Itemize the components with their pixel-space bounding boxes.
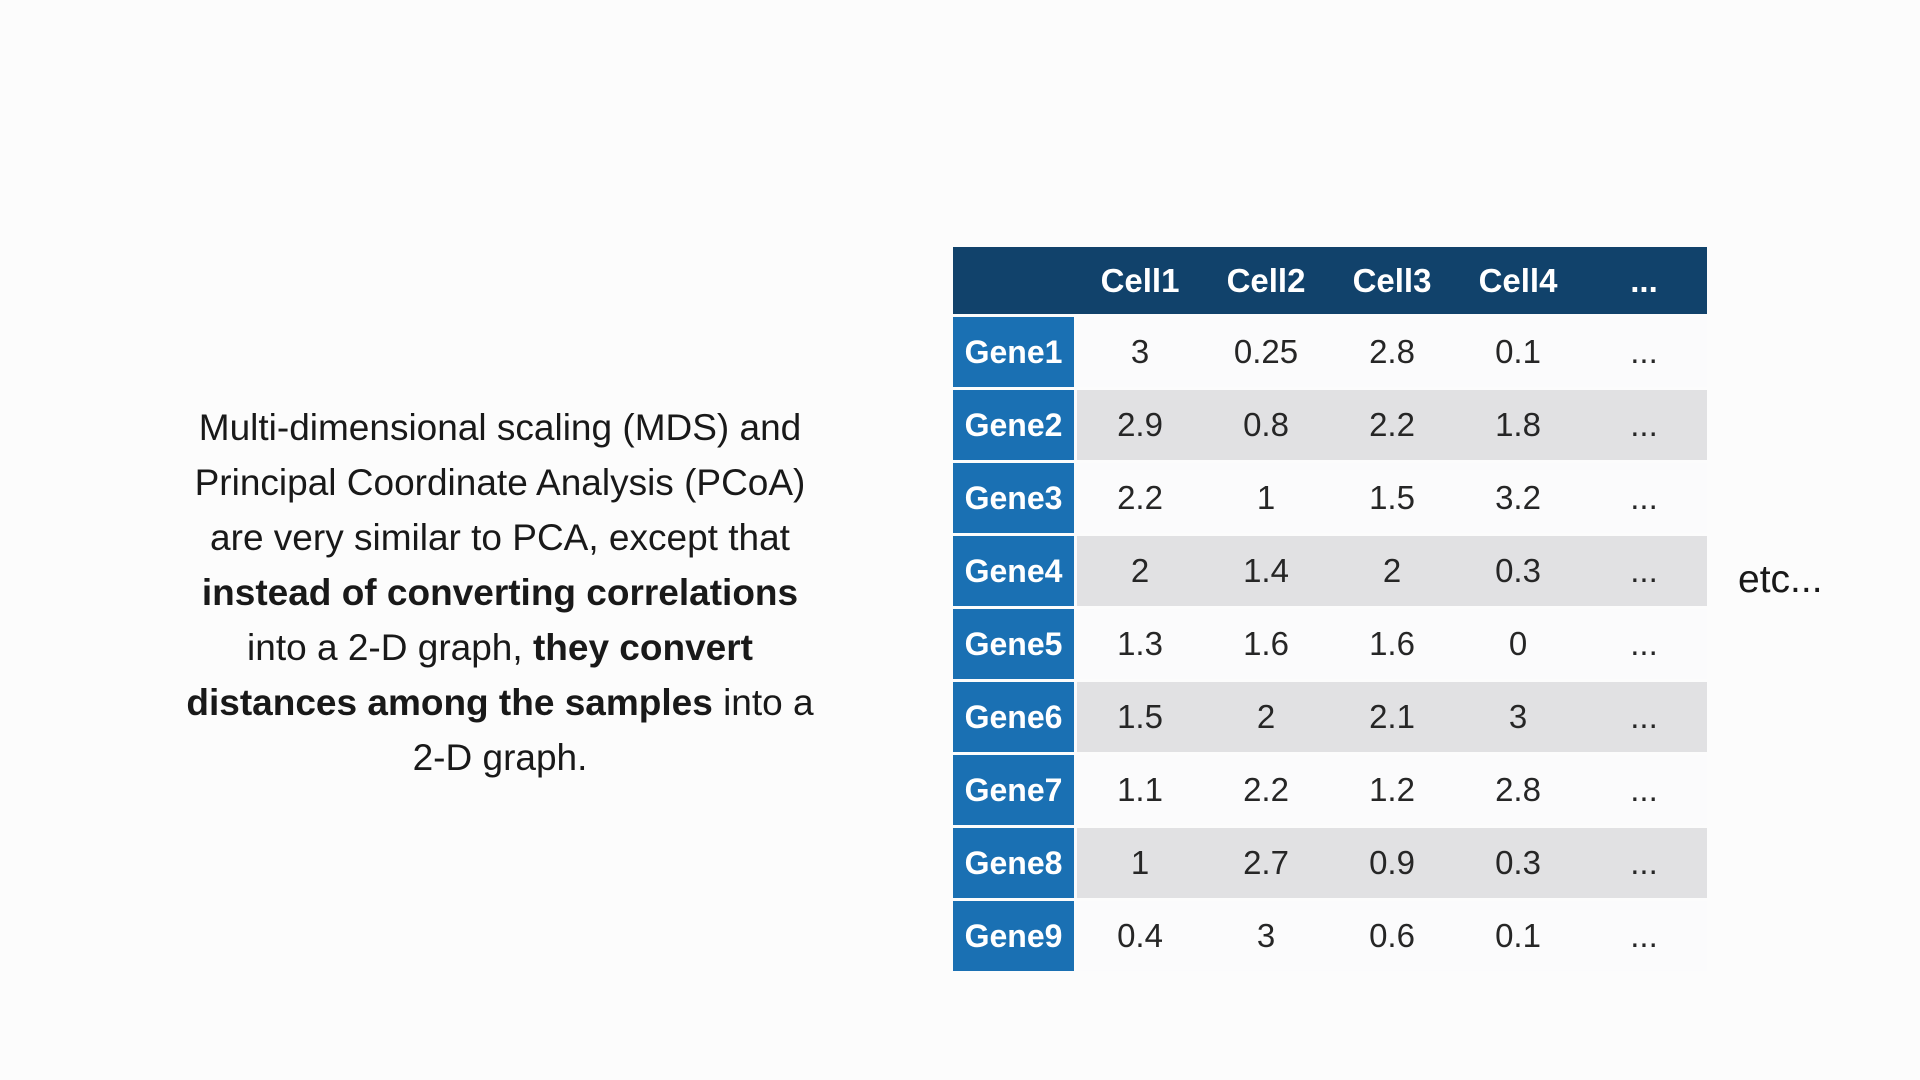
column-header: Cell2	[1226, 261, 1306, 299]
table-body: Gene1 3 0.25 2.8 0.1... Gene2 2.9 0.8 2.2 1.8... G…	[953, 317, 1707, 971]
table-cell: 0.3	[1495, 844, 1541, 881]
paragraph-line: 2-D graph.	[100, 730, 900, 785]
row-header: Gene5	[953, 609, 1074, 679]
table-row: Gene3 2.2 1 1.5 3.2...	[953, 463, 1707, 533]
table-cell: 1.4	[1243, 552, 1289, 589]
paragraph-text: distances among the samples	[186, 682, 713, 723]
row-header: Gene3	[953, 463, 1074, 533]
table-cell: 3.2	[1495, 479, 1541, 516]
table-row: Gene6 1.5 2 2.1 3...	[953, 682, 1707, 752]
row-values: 3 0.25 2.8 0.1...	[1077, 317, 1707, 387]
paragraph-text: into a 2-D graph,	[247, 627, 533, 668]
table-cell: 2.2	[1243, 771, 1289, 808]
table-cell: 0.9	[1369, 844, 1415, 881]
table-cell: 3	[1130, 333, 1150, 370]
paragraph-line: instead of converting correlations	[100, 565, 900, 620]
table-row: Gene4 2 1.4 2 0.3...	[953, 536, 1707, 606]
paragraph-line: Multi-dimensional scaling (MDS) and	[100, 400, 900, 455]
column-header: Cell3	[1352, 261, 1432, 299]
table-cell: 0	[1508, 625, 1528, 662]
etc-label: etc...	[1738, 558, 1823, 601]
column-header: Cell1	[1100, 261, 1180, 299]
table-cell: 0.3	[1495, 552, 1541, 589]
table-cell: 2.1	[1369, 698, 1415, 735]
table-corner-cell	[953, 247, 1077, 314]
row-values: 1.5 2 2.1 3...	[1077, 682, 1707, 752]
table-row: Gene7 1.1 2.2 1.2 2.8...	[953, 755, 1707, 825]
table-cell: ...	[1630, 406, 1658, 443]
row-header: Gene1	[953, 317, 1074, 387]
paragraph-text: 2-D graph.	[412, 737, 588, 778]
description-paragraph: Multi-dimensional scaling (MDS) and Princ…	[100, 400, 900, 785]
table-cell: ...	[1630, 698, 1658, 735]
paragraph-line: into a 2-D graph, they convert	[100, 620, 900, 675]
paragraph-text: instead of converting correlations	[201, 572, 799, 613]
table-cell: 1.5	[1117, 698, 1163, 735]
table-row: Gene9 0.4 3 0.6 0.1...	[953, 901, 1707, 971]
table-cell: ...	[1630, 917, 1658, 954]
paragraph-line: distances among the samples into a	[100, 675, 900, 730]
table-cell: 0.8	[1243, 406, 1289, 443]
table-cell: 2	[1256, 698, 1276, 735]
paragraph-text: into a	[712, 682, 814, 723]
table-row: Gene2 2.9 0.8 2.2 1.8...	[953, 390, 1707, 460]
table-cell: 1.6	[1243, 625, 1289, 662]
table-cell: 1.3	[1117, 625, 1163, 662]
row-header: Gene2	[953, 390, 1074, 460]
paragraph-text: Principal Coordinate Analysis (PCoA)	[194, 462, 806, 503]
table-cell: ...	[1630, 771, 1658, 808]
table-cell: 2.2	[1117, 479, 1163, 516]
table-cell: 0.25	[1233, 333, 1299, 370]
row-values: 2.9 0.8 2.2 1.8...	[1077, 390, 1707, 460]
table-cell: ...	[1630, 333, 1658, 370]
table-cell: 0.6	[1369, 917, 1415, 954]
paragraph-line: are very similar to PCA, except that	[100, 510, 900, 565]
table-cell: 1.5	[1369, 479, 1415, 516]
table-cell: ...	[1630, 479, 1658, 516]
paragraph-text: they convert	[532, 627, 753, 668]
row-header: Gene7	[953, 755, 1074, 825]
table-cell: 0.1	[1495, 333, 1541, 370]
paragraph-text: are very similar to PCA, except that	[210, 517, 790, 558]
table-row: Gene5 1.3 1.6 1.6 0...	[953, 609, 1707, 679]
table-cell: 2	[1130, 552, 1150, 589]
row-values: 2 1.4 2 0.3...	[1077, 536, 1707, 606]
table-cell: ...	[1630, 844, 1658, 881]
table-row: Gene8 1 2.7 0.9 0.3...	[953, 828, 1707, 898]
row-values: 2.2 1 1.5 3.2...	[1077, 463, 1707, 533]
row-header: Gene6	[953, 682, 1074, 752]
row-values: 1 2.7 0.9 0.3...	[1077, 828, 1707, 898]
table-cell: 0.1	[1495, 917, 1541, 954]
row-values: 1.1 2.2 1.2 2.8...	[1077, 755, 1707, 825]
row-header: Gene4	[953, 536, 1074, 606]
row-header: Gene9	[953, 901, 1074, 971]
table-cell: 0.4	[1117, 917, 1163, 954]
table-cell: 2.9	[1117, 406, 1163, 443]
table-cell: 1	[1256, 479, 1276, 516]
table-cell: ...	[1630, 552, 1658, 589]
table-cell: 2.7	[1243, 844, 1289, 881]
table-cell: 1.1	[1117, 771, 1163, 808]
table-cell: ...	[1630, 625, 1658, 662]
table-header-row: Cell1 Cell2 Cell3 Cell4...	[953, 247, 1707, 314]
table-cell: 1.2	[1369, 771, 1415, 808]
column-header: ...	[1630, 261, 1658, 299]
paragraph-text: Multi-dimensional scaling (MDS) and	[198, 407, 802, 448]
table-cell: 1.6	[1369, 625, 1415, 662]
table-cell: 2.8	[1495, 771, 1541, 808]
table-cell: 3	[1508, 698, 1528, 735]
table-cell: 1.8	[1495, 406, 1541, 443]
table-cell: 2.8	[1369, 333, 1415, 370]
row-values: 1.3 1.6 1.6 0...	[1077, 609, 1707, 679]
table-cell: 2.2	[1369, 406, 1415, 443]
table-row: Gene1 3 0.25 2.8 0.1...	[953, 317, 1707, 387]
column-header: Cell4	[1478, 261, 1558, 299]
row-header: Gene8	[953, 828, 1074, 898]
row-values: 0.4 3 0.6 0.1...	[1077, 901, 1707, 971]
table-cell: 1	[1130, 844, 1150, 881]
paragraph-line: Principal Coordinate Analysis (PCoA)	[100, 455, 900, 510]
table-cell: 2	[1382, 552, 1402, 589]
gene-expression-table: Cell1 Cell2 Cell3 Cell4... Gene1 3 0.25 2.8 0.1…	[953, 247, 1707, 974]
table-cell: 3	[1256, 917, 1276, 954]
